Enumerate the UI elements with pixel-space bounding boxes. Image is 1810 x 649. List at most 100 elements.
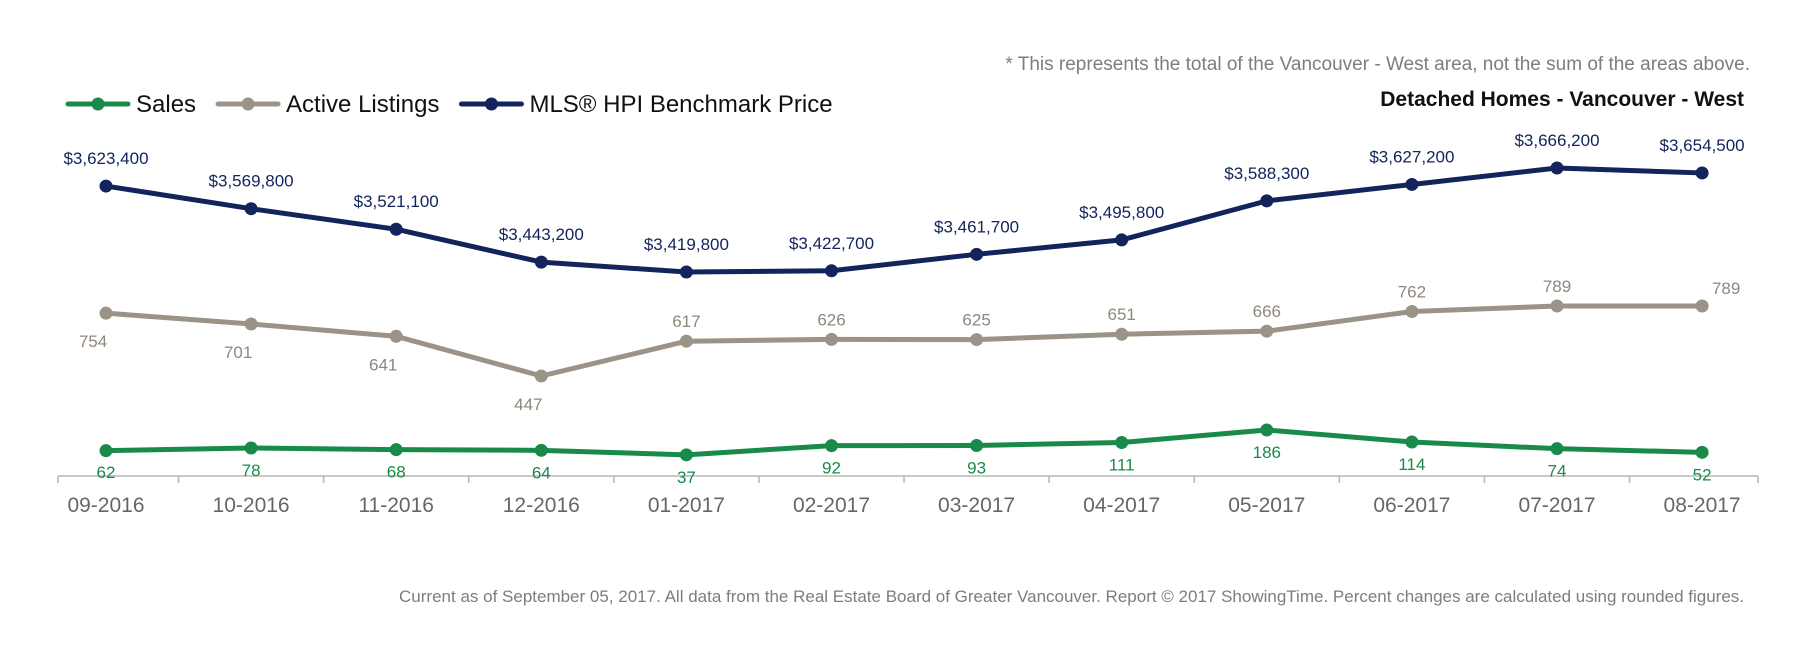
data-label: $3,569,800 — [209, 172, 294, 191]
data-label: $3,666,200 — [1514, 131, 1599, 150]
data-label: $3,654,500 — [1660, 136, 1745, 155]
data-label: $3,623,400 — [63, 149, 148, 168]
data-point — [534, 255, 548, 269]
data-label: 447 — [514, 395, 542, 414]
data-label: $3,521,100 — [354, 192, 439, 211]
legend-label: Sales — [136, 91, 196, 118]
data-label: 754 — [79, 332, 107, 351]
data-label: 62 — [97, 463, 116, 482]
data-point — [1405, 305, 1419, 319]
data-label: 111 — [1109, 456, 1135, 475]
series-line — [103, 165, 1705, 275]
data-label: 37 — [677, 468, 696, 487]
data-point — [1695, 166, 1709, 180]
legend-item: Active Listings — [215, 91, 439, 118]
data-label: 52 — [1693, 465, 1712, 484]
legend-swatch-dot — [241, 97, 255, 111]
x-tick-label: 12-2016 — [503, 494, 580, 517]
x-tick-label: 10-2016 — [213, 494, 290, 517]
chart-note: * This represents the total of the Vanco… — [1005, 54, 1750, 75]
legend-item: Sales — [65, 91, 196, 118]
data-label: 789 — [1543, 277, 1571, 296]
data-point — [1550, 299, 1564, 313]
data-point — [970, 439, 984, 452]
x-tick-label: 08-2017 — [1664, 494, 1741, 517]
data-label: 186 — [1253, 443, 1281, 462]
data-point — [825, 264, 838, 278]
data-label: $3,419,800 — [644, 235, 729, 254]
data-label: 78 — [242, 461, 261, 480]
data-label: $3,627,200 — [1369, 147, 1454, 166]
chart-legend: Sales Active Listings MLS® HPI Benchmark P… — [65, 91, 833, 118]
data-point — [534, 369, 548, 383]
data-point — [679, 448, 693, 462]
data-point — [825, 439, 838, 453]
data-label: 625 — [962, 311, 990, 330]
x-tick-label: 02-2017 — [793, 494, 870, 517]
data-label: $3,588,300 — [1224, 164, 1309, 183]
data-point — [1115, 436, 1129, 449]
x-tick-label: 03-2017 — [938, 494, 1015, 517]
data-point — [825, 332, 838, 346]
data-point — [970, 247, 984, 261]
x-tick-label: 01-2017 — [648, 494, 725, 517]
data-point — [389, 443, 403, 457]
data-point — [244, 317, 258, 331]
data-point — [1115, 233, 1129, 247]
data-point — [1695, 299, 1709, 313]
x-tick-label: 04-2017 — [1083, 494, 1160, 517]
x-tick-label: 06-2017 — [1373, 494, 1450, 517]
series-line — [103, 303, 1705, 379]
series-line — [103, 427, 1705, 458]
data-label: $3,461,700 — [934, 217, 1019, 236]
data-label: 626 — [817, 310, 845, 329]
data-label: 651 — [1108, 305, 1136, 324]
data-label: 68 — [387, 463, 406, 482]
legend-label: MLS® HPI Benchmark Price — [529, 91, 832, 118]
data-point — [970, 333, 984, 347]
data-point — [534, 443, 548, 457]
series-sales: 62 78 68 64 37 92 93 111 186 114 74 52 — [97, 423, 1712, 487]
data-point — [1405, 177, 1419, 191]
data-point — [1695, 445, 1709, 459]
chart-subtitle: Detached Homes - Vancouver - West — [1380, 88, 1744, 111]
data-point — [244, 202, 258, 216]
data-label: 666 — [1253, 302, 1281, 321]
data-label: 789 — [1712, 279, 1740, 298]
x-tick-label: 11-2016 — [358, 494, 434, 517]
data-label: 64 — [532, 463, 551, 482]
data-point — [1260, 324, 1274, 338]
data-label: 641 — [369, 355, 397, 374]
legend-label: Active Listings — [286, 91, 439, 118]
data-point — [1260, 423, 1274, 437]
data-point — [389, 222, 403, 236]
data-point — [1405, 435, 1419, 449]
data-label: 92 — [822, 459, 841, 478]
series-mls-hpi-benchmark-price: $3,623,400 $3,569,800 $3,521,100 $3,443,200… — [63, 131, 1745, 279]
data-point — [679, 265, 693, 279]
data-point — [244, 441, 258, 455]
series-active-listings: 754 701 641 447 617 626 625 651 666 762 789 789 — [79, 277, 1740, 414]
data-point — [1550, 161, 1564, 175]
data-point — [389, 329, 403, 343]
x-tick-label: 07-2017 — [1518, 494, 1595, 517]
data-point — [1115, 327, 1129, 341]
x-axis: 09-2016 10-2016 11-2016 12-2016 01-2017 02-20… — [57, 475, 1759, 517]
chart-footer: Current as of September 05, 2017. All da… — [399, 587, 1744, 606]
data-label: 762 — [1398, 283, 1426, 302]
data-label: $3,422,700 — [789, 234, 874, 253]
series-layer: 62 78 68 64 37 92 93 111 186 114 74 52 754 701 641 447 6… — [63, 131, 1744, 487]
data-point — [99, 306, 113, 320]
data-label: 74 — [1548, 462, 1567, 481]
data-label: $3,443,200 — [499, 225, 584, 244]
data-point — [99, 444, 113, 458]
data-point — [679, 334, 693, 348]
x-tick-label: 05-2017 — [1228, 494, 1305, 517]
data-label: 701 — [224, 343, 252, 362]
legend-swatch-dot — [484, 97, 498, 111]
data-point — [99, 179, 113, 193]
legend-swatch-dot — [91, 97, 105, 111]
data-point — [1550, 442, 1564, 456]
data-label: $3,495,800 — [1079, 203, 1164, 222]
